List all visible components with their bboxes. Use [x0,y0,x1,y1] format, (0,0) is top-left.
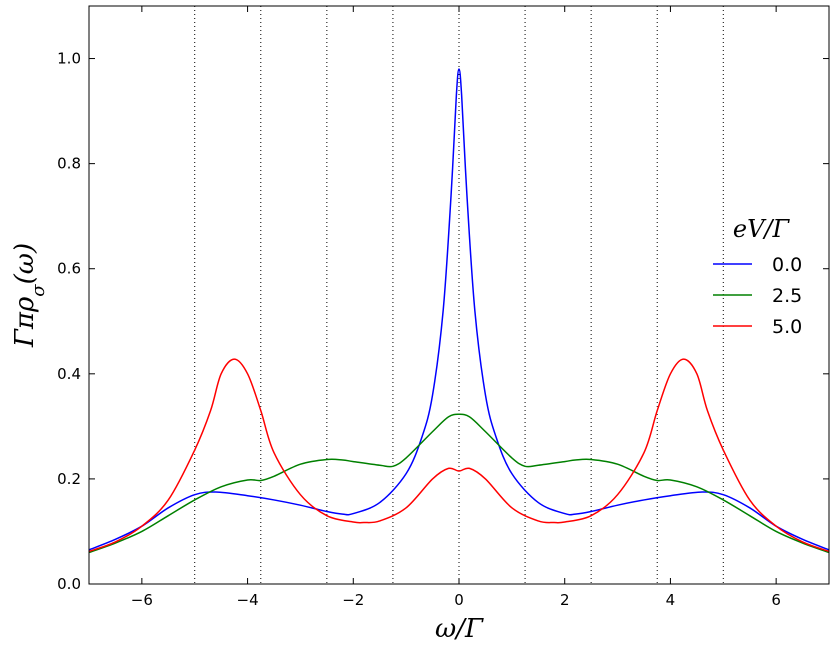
grid-lines [194,6,724,584]
axis-ticks [89,6,829,585]
series-line-5.0 [88,358,830,553]
x-tick-label: −2 [342,591,364,609]
y-tick-label: 1.0 [57,50,81,68]
x-tick-label: 0 [454,591,464,609]
legend: eV/Γ 0.0 2.5 5.0 [713,215,802,338]
y-tick-label: 0.4 [57,365,81,383]
series-line-0.0 [88,68,830,551]
x-tick-label: −6 [131,591,153,609]
x-tick-label: 4 [666,591,676,609]
y-tick-label: 0.8 [57,155,81,173]
tick-labels: −6 −4 −2 0 2 4 6 0.0 0.2 0.4 0.6 0.8 1.0 [57,50,781,609]
legend-title: eV/Γ [733,215,791,243]
series-line-2.5 [88,413,830,554]
x-tick-label: −4 [237,591,259,609]
x-tick-label: 2 [560,591,570,609]
y-tick-label: 0.2 [57,470,81,488]
legend-entry: 5.0 [772,316,802,338]
y-tick-label: 0.0 [57,575,81,593]
legend-entry: 0.0 [772,254,802,276]
y-axis-label: Γπρσ(ω) [10,243,49,348]
x-tick-label: 6 [771,591,781,609]
series-lines [88,68,830,554]
x-axis-label: ω/Γ [435,614,484,644]
legend-entry: 2.5 [772,285,802,307]
y-tick-label: 0.6 [57,260,81,278]
